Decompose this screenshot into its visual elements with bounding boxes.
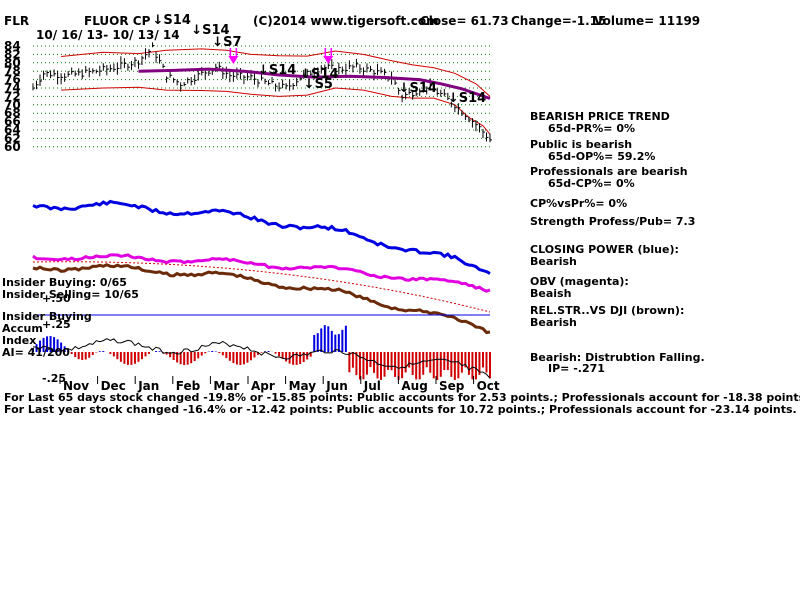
obv-status: Beaish	[530, 287, 572, 300]
cp-pct: 65d-CP%= 0%	[548, 177, 635, 190]
accum-tick-label: +.50	[42, 292, 71, 305]
sell-signal-label: ↓S14	[300, 67, 338, 82]
ma-dotted-line	[32, 261, 491, 313]
lower-band	[61, 86, 491, 135]
accum-tick-label: +.25	[42, 318, 71, 331]
price-tick-label: 78	[4, 64, 21, 78]
price-tick-label: 74	[4, 81, 21, 95]
moving-average-line	[138, 67, 491, 100]
closing-power-line	[32, 199, 491, 275]
accum-ma-line	[32, 338, 491, 379]
accumulation-index-panel: +.50+.25-.25	[32, 292, 491, 385]
price-tick-label: 70	[4, 98, 21, 112]
trading-signals: ↓S14↓S14↓S7↓S14 ↓S14↓S5 ↓S14↓S14	[153, 13, 487, 106]
month-label: Jan	[137, 379, 159, 393]
ma65-line	[138, 67, 491, 100]
close-price: Close= 61.73	[420, 14, 509, 28]
footer-year: For Last year stock changed -16.4% or -1…	[4, 403, 797, 416]
month-label: Jul	[363, 379, 381, 393]
month-axis: Nov Dec Jan Feb Mar Apr May Jun Jul Aug Sep Oct	[59, 376, 500, 393]
cp-vs-pr: CP%vsPr%= 0%	[530, 197, 628, 210]
public-status: Public is bearish	[530, 138, 633, 151]
pr-pct: 65d-PR%= 0%	[548, 122, 636, 135]
insider-buying: Insider Buying: 0/65	[2, 276, 127, 289]
month-label: Dec	[101, 379, 126, 393]
price-tick-label: 82	[4, 47, 21, 61]
upper-band	[61, 48, 491, 97]
sell-signal-label: ↓S14	[191, 23, 229, 38]
price-tick-label: 66	[4, 115, 21, 129]
rel-strength-status: Bearish	[530, 316, 577, 329]
price-tick-label: 60	[4, 140, 21, 154]
insider-selling: Insider Selling= 10/65	[2, 288, 139, 301]
company-name: FLUOR CP	[84, 14, 151, 28]
price-tick-label: 84	[4, 39, 21, 53]
price-tick-label: 62	[4, 131, 21, 145]
closing-power-label: CLOSING POWER (blue):	[530, 243, 679, 256]
month-label: Sep	[439, 379, 465, 393]
sell-signal-label: ↓S14	[258, 63, 296, 78]
ai-value: AI= 41/200	[2, 346, 70, 359]
buy-arrow-icon	[228, 56, 239, 64]
rel-strength-label: REL.STR..VS DJI (brown):	[530, 304, 685, 317]
month-label: Apr	[251, 379, 275, 393]
price-tick-label: 80	[4, 56, 21, 70]
ticker-symbol: FLR	[4, 14, 30, 28]
price-tick-label: 68	[4, 106, 21, 120]
ip-value: IP= -.271	[548, 362, 605, 375]
footer-65day: For Last 65 days stock changed -19.8% or…	[4, 391, 800, 404]
sell-signal-label: ↓S7	[212, 35, 241, 50]
insider-buying-label: Insider Buying	[2, 310, 92, 323]
sell-signal-label: ↓S14	[153, 13, 191, 28]
volume: Volume= 11199	[594, 14, 701, 28]
price-gridlines	[33, 45, 490, 148]
month-label: Oct	[477, 379, 500, 393]
professionals-status: Professionals are bearish	[530, 165, 688, 178]
obv-label: OBV (magenta):	[530, 275, 629, 288]
copyright-text: (C)2014 www.tigersoft.com	[253, 14, 439, 28]
date-range: 10/ 16/ 13- 10/ 13/ 14	[36, 28, 180, 42]
month-label: Mar	[213, 379, 239, 393]
month-label: Feb	[176, 379, 201, 393]
distribution-status: Bearish: Distrubtion Falling.	[530, 351, 705, 364]
closing-power-status: Bearish	[530, 255, 577, 268]
trend-title: BEARISH PRICE TREND	[530, 110, 670, 123]
price-tick-label: 76	[4, 73, 21, 87]
obv-line	[32, 253, 491, 293]
sell-signal-label: ↓S14	[448, 91, 486, 106]
buy-arrow-icon	[323, 56, 334, 64]
price-change: Change=-1.15	[511, 14, 607, 28]
op-pct: 65d-OP%= 59.2%	[548, 150, 656, 163]
month-label: Nov	[63, 379, 89, 393]
strength-ratio: Strength Profess/Pub= 7.3	[530, 215, 696, 228]
sell-signal-label: ↓S5	[304, 77, 333, 92]
month-label: Aug	[401, 379, 427, 393]
accum-label: Accum	[2, 322, 43, 335]
bollinger-bands	[61, 48, 491, 135]
sell-signal-label: ↓S14	[399, 81, 437, 96]
rel-strength-line	[32, 263, 491, 335]
month-label: May	[289, 379, 317, 393]
price-tick-label: 64	[4, 123, 21, 137]
price-tick-label: 72	[4, 89, 21, 103]
month-label: Jun	[325, 379, 348, 393]
indicator-lines	[32, 199, 491, 335]
index-label: Index	[2, 334, 37, 347]
